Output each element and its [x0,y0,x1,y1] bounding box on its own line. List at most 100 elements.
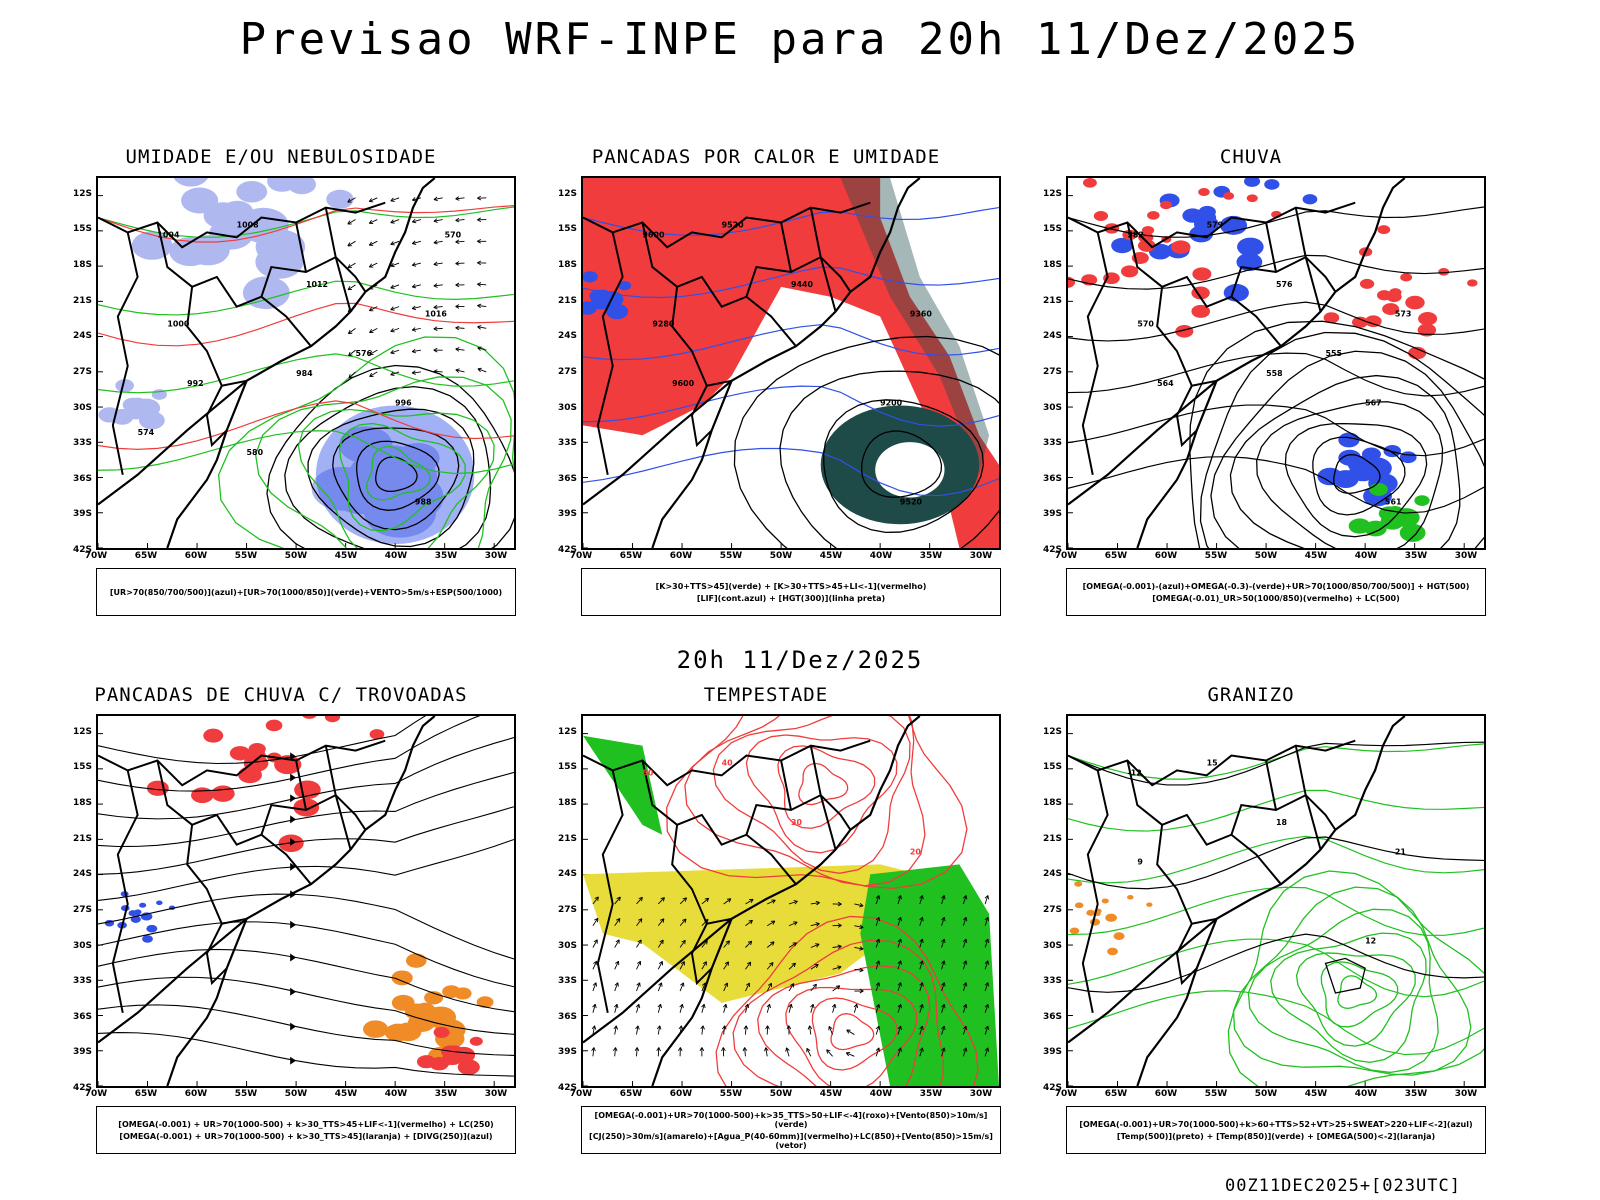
wind-vector [684,918,687,924]
wind-arrow [433,285,438,288]
lat-tick-label: 36S [72,473,92,484]
wind-vector [701,1047,705,1052]
wind-vector [859,970,864,973]
map-frame: 582 579 576 573 570 567 564 561 558 555 [1066,176,1486,550]
wind-vector [641,897,643,902]
rain-red-patch [1171,240,1191,254]
wind-vector [750,899,754,904]
wind-vector [943,1047,946,1052]
streamline [98,1032,514,1077]
lon-tick-label: 35W [434,1089,458,1099]
rain-red-patch [1147,210,1160,220]
hgt500-contour [1189,320,1484,548]
contour-value-label: 9200 [880,399,903,408]
map-frame: 1004 1008 1012 1016 1000 996 992 988 984 576 580 57… [96,176,516,550]
wind-vector [788,983,795,992]
wind-vector [984,895,989,899]
wind-arrow [347,198,351,203]
streamline-arrowhead [290,953,297,962]
wind-vector [656,1025,661,1030]
wind-arrow [455,263,460,266]
wind-vector [744,1003,749,1008]
temp500-contour [1324,957,1366,994]
contour-value-label: 40 [722,758,734,767]
wind-vector [943,960,946,965]
wind-vector [859,948,864,951]
contour-value-label: 555 [1326,349,1343,358]
wind-vector [679,982,684,992]
wind-vector [640,918,643,923]
cyclone-eye [875,442,945,498]
wind-vector [592,896,599,905]
wind-arrow [390,200,395,202]
wind-vector [984,982,989,992]
wind-vector [742,1047,746,1052]
humidity-blue-patch [255,229,306,265]
wind-vector [987,1026,990,1031]
wind-arrow [411,218,416,223]
wind-arrow [433,240,438,244]
wind-vector [786,1047,790,1051]
wind-vector [919,1025,923,1030]
wind-arrow [477,262,481,266]
lon-tick-label: 30W [484,1089,508,1099]
isobar [355,440,440,511]
lat-tick-label: 30S [72,402,92,413]
wind-vector [810,943,820,948]
wind-vector [592,1003,596,1008]
wind-vector [765,1047,768,1057]
wind-arrow [348,332,353,335]
contour-value-label: 15 [1207,758,1218,767]
wind-vector [745,1025,749,1030]
omega500-orange-patch [1069,927,1080,935]
omega-blue-patch [1302,194,1318,205]
wind-vector [769,962,774,965]
lat-tick-label: 18S [72,260,92,271]
panel-tempestade: TEMPESTADE 12S 15S 18S 21S 24S 27S 30S 33S 36S 39S… [531,684,1001,1174]
lat-tick-label: 27S [557,366,577,377]
hgt500-contour [1229,374,1461,548]
omega500-orange-patch [1127,894,1134,900]
wind-vector [746,961,751,965]
streamline-arrowhead [290,862,297,871]
wind-vector [941,895,945,899]
contour-value-label: 576 [356,349,373,358]
wind-arrow [433,349,438,353]
rain-red-patch [1191,304,1211,318]
omega-blue-patch [1317,467,1343,486]
wind-arrow [390,352,395,355]
wind-arrow [412,327,421,331]
streamline [98,838,514,901]
lon-tick-label: 35W [919,1089,943,1099]
hgt300-contour [733,335,999,548]
rain-red-patch [1120,265,1139,278]
storm-orange-patch [363,1020,389,1038]
map-canvas: 582 579 576 573 570 567 564 561 558 555 [1068,178,1484,548]
longitude-axis: 70W 65W 60W 55W 50W 45W 40W 35W 30W [570,1088,1001,1102]
wind-arrow [412,243,417,245]
temp850-contour [1068,789,1484,832]
wind-arrow [433,199,438,202]
lon-tick-label: 55W [234,551,258,561]
lon-tick-label: 65W [1104,1089,1128,1099]
contour-value-label: -12 [1127,768,1141,777]
wind-arrow [433,263,438,267]
humidity-blue-patch [311,466,375,511]
lat-tick-label: 30S [1042,402,1062,413]
wind-vector [657,961,663,970]
lon-tick-label: 30W [1454,1089,1478,1099]
wind-vector [962,1047,967,1057]
streamline-arrowhead [290,890,297,899]
precip-water-contour [666,716,968,889]
wind-vector [875,982,880,986]
wind-vector [679,918,687,927]
wind-arrow [347,240,356,247]
legend-line: [K>30+TTS>45](verde) + [K>30+TTS>45+LI<-… [655,581,927,591]
longitude-axis: 70W 65W 60W 55W 50W 45W 40W 35W 30W [85,1088,516,1102]
wind-arrow [390,374,395,376]
wind-vector [987,917,990,922]
wind-vector [806,1048,812,1057]
wind-arrow [477,325,482,328]
panel-umidade: UMIDADE E/OU NEBULOSIDADE 12S 15S 18S 21S 24S… [46,146,516,636]
wind-arrow [433,328,438,331]
